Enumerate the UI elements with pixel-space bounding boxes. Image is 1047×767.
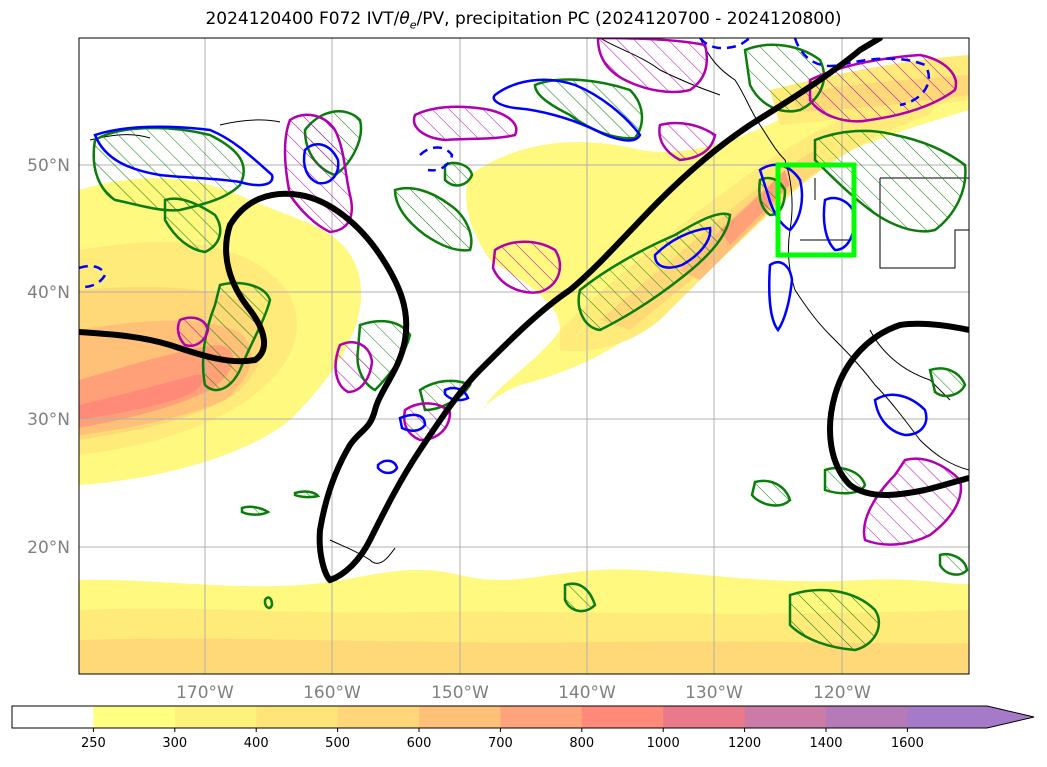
colorbar-segment (907, 706, 1034, 728)
lat-label: 50°N (27, 156, 70, 176)
plot-frame (78, 37, 970, 675)
lon-label: 170°W (176, 683, 234, 703)
colorbar-tick-label: 500 (325, 736, 350, 751)
longitude-labels: 170°W 160°W 150°W 140°W 130°W 120°W (176, 683, 871, 703)
precipitation-contours (92, 43, 969, 652)
colorbar-tick-label: 1400 (809, 736, 842, 751)
colorbar-segment (174, 706, 257, 728)
lon-label: 150°W (431, 683, 489, 703)
colorbar-tick-label: 1000 (647, 736, 680, 751)
colorbar-segment (419, 706, 501, 728)
colorbar-segment (826, 706, 908, 728)
colorbar-tick-label: 800 (569, 736, 594, 751)
pv-negative-contours (93, 78, 928, 475)
colorbar-tick-label: 1200 (728, 736, 761, 751)
colorbar: 250 300 400 500 600 700 800 1000 1200 1400 1600 (11, 705, 1035, 751)
colorbar-tick-label: 300 (162, 736, 187, 751)
colorbar-segment (663, 706, 746, 728)
colorbar-tick-label: 1600 (891, 736, 924, 751)
lon-label: 160°W (303, 683, 361, 703)
figure-title: 2024120400 F072 IVT/θe/PV, precipitation… (205, 9, 842, 32)
colorbar-tick-label: 600 (407, 736, 432, 751)
lat-label: 20°N (27, 538, 70, 558)
latitude-labels: 50°N 40°N 30°N 20°N (27, 156, 70, 558)
pv-positive-contours (176, 38, 963, 546)
region-box (775, 162, 857, 258)
colorbar-segment (744, 706, 827, 728)
colorbar-segment (93, 706, 176, 728)
colorbar-tick-label: 250 (81, 736, 106, 751)
colorbar-segments (12, 706, 1034, 728)
colorbar-segment (500, 706, 583, 728)
lat-label: 30°N (27, 410, 70, 430)
lon-label: 130°W (685, 683, 743, 703)
lat-label: 40°N (27, 283, 70, 303)
colorbar-segment (337, 706, 420, 728)
theta-e-contours (79, 38, 969, 584)
colorbar-segment (581, 706, 664, 728)
colorbar-segment (256, 706, 339, 728)
map-plot-area (79, 38, 969, 674)
lon-label: 120°W (813, 683, 871, 703)
colorbar-outline (11, 705, 1035, 729)
colorbar-ticks: 250 300 400 500 600 700 800 1000 1200 1400 1600 (81, 728, 924, 751)
colorbar-tick-label: 400 (244, 736, 269, 751)
pv-negative-dashed-contours (79, 38, 931, 289)
lon-label: 140°W (558, 683, 616, 703)
colorbar-tick-label: 700 (488, 736, 513, 751)
colorbar-segment (12, 706, 94, 728)
